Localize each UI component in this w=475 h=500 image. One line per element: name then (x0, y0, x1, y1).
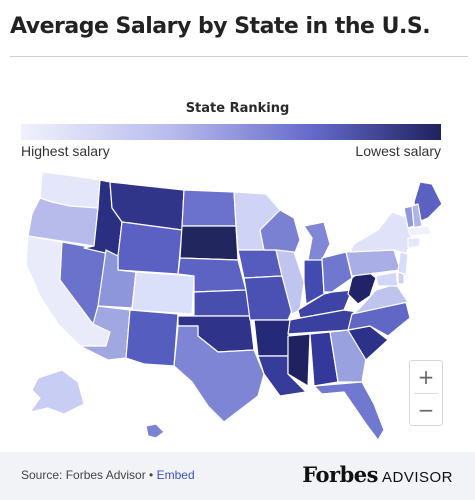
legend-title: State Ranking (185, 101, 290, 116)
zoom-in-button[interactable]: + (417, 365, 435, 389)
state-nm[interactable] (125, 309, 179, 367)
state-nj[interactable] (397, 251, 409, 277)
footer-bar: Source: Forbes Advisor • Embed Forbes ADV… (0, 452, 475, 500)
page-title: Average Salary by State in the U.S. (10, 14, 431, 39)
brand-sub: ADVISOR (381, 469, 453, 486)
state-ak[interactable] (29, 369, 85, 415)
state-hi[interactable] (145, 423, 165, 439)
state-ia[interactable] (237, 249, 283, 279)
state-ms[interactable] (287, 333, 311, 387)
title-divider (10, 56, 468, 57)
state-ga[interactable] (329, 329, 367, 383)
legend-high-label: Lowest salary (355, 143, 441, 159)
state-me[interactable] (413, 181, 443, 223)
state-va[interactable] (351, 283, 409, 315)
state-wy[interactable] (117, 221, 183, 275)
brand-logo: Forbes ADVISOR (302, 462, 453, 487)
state-ma[interactable] (407, 225, 433, 237)
state-fl[interactable] (313, 381, 385, 441)
zoom-out-button[interactable]: − (417, 398, 435, 422)
source-credit: Source: Forbes Advisor • Embed (21, 468, 195, 482)
source-text: Source: Forbes Advisor • (21, 468, 154, 482)
state-pa[interactable] (345, 249, 401, 277)
state-ks[interactable] (193, 289, 251, 317)
state-wi[interactable] (259, 209, 301, 261)
state-ct[interactable] (407, 237, 421, 249)
state-de[interactable] (397, 271, 405, 285)
state-md[interactable] (375, 271, 399, 287)
zoom-divider (414, 393, 438, 394)
state-sd[interactable] (179, 225, 239, 261)
legend-low-label: Highest salary (21, 143, 110, 159)
state-co[interactable] (131, 271, 195, 315)
state-nd[interactable] (181, 189, 237, 227)
state-ar[interactable] (253, 319, 291, 357)
legend-gradient-bar (21, 124, 441, 140)
brand-name: Forbes (302, 462, 378, 487)
us-state-map (18, 160, 458, 450)
state-ny[interactable] (349, 211, 413, 255)
state-oh[interactable] (321, 251, 353, 293)
map-svg (25, 171, 443, 441)
zoom-controls: + − (409, 360, 443, 426)
embed-link[interactable]: Embed (156, 468, 195, 482)
state-tx[interactable] (173, 325, 265, 423)
